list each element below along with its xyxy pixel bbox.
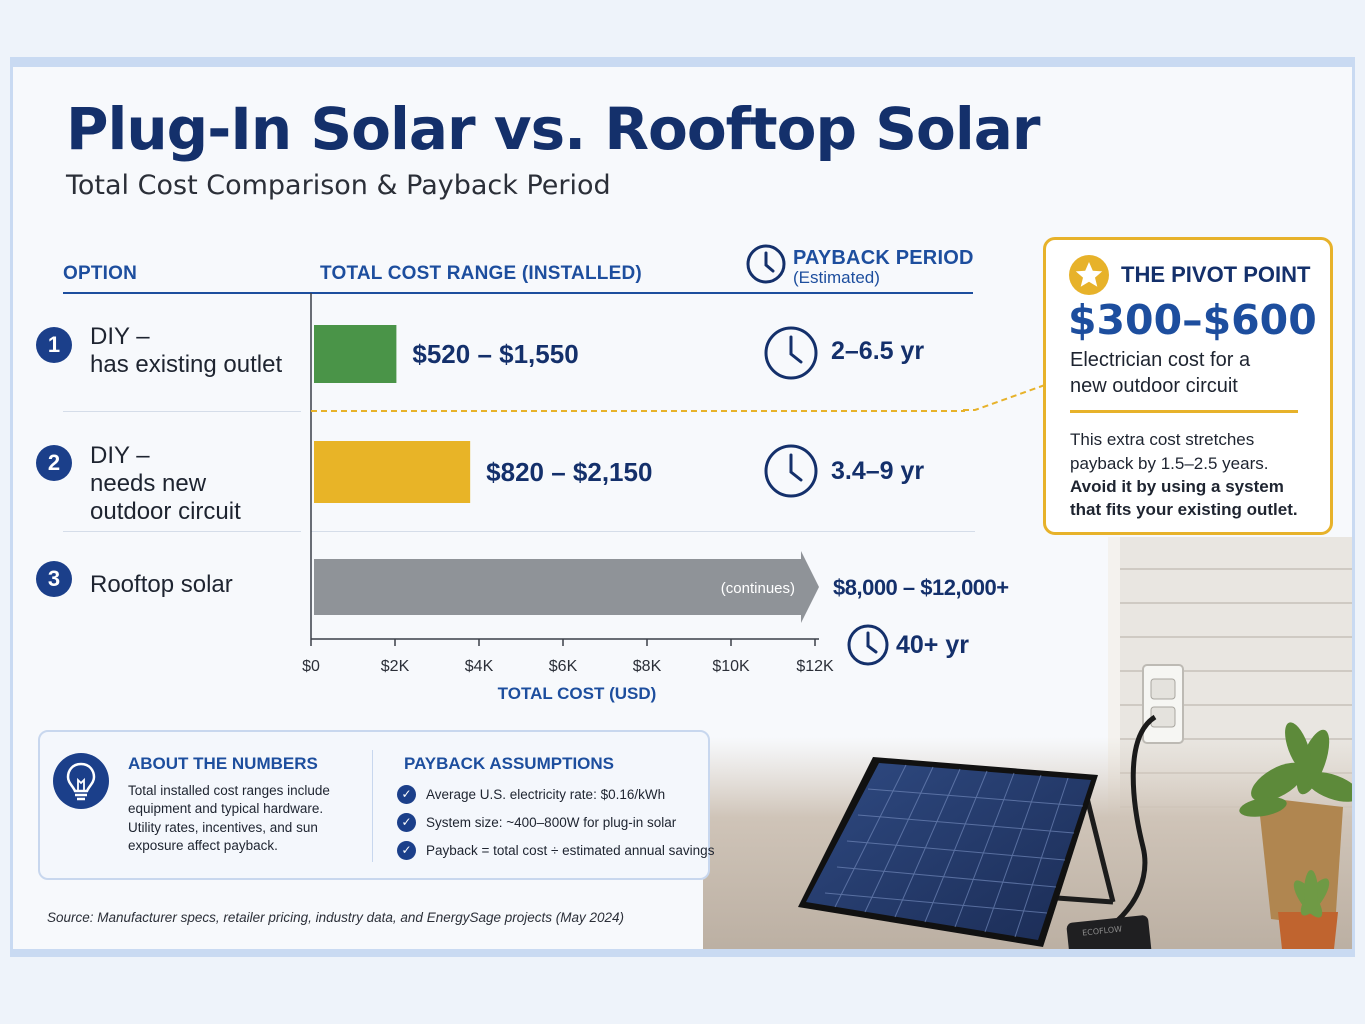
clock-icon xyxy=(746,244,786,284)
payback-value-2: 3.4–9 yr xyxy=(831,457,925,485)
pivot-sub-line2: new outdoor circuit xyxy=(1070,375,1238,397)
column-header-payback-note: (Estimated) xyxy=(793,268,880,287)
pivot-sub-line1: Electrician cost for a xyxy=(1070,349,1251,371)
cost-bar-chart: $0 $2K $4K $6K $8K $10K $12K $520 – $1,550 $820 … xyxy=(302,293,1009,675)
clock-icon xyxy=(847,624,889,666)
row-separator xyxy=(63,411,301,412)
x-tick-label: $4K xyxy=(465,658,494,675)
cost-bar-3 xyxy=(314,551,819,623)
clock-icon xyxy=(764,326,818,380)
payback-value-1: 2–6.5 yr xyxy=(831,337,925,365)
option-label-1-line2: has existing outlet xyxy=(90,351,283,378)
pivot-note-line1: This extra cost stretches xyxy=(1070,430,1255,449)
clock-icon xyxy=(764,444,818,498)
continues-label: (continues) xyxy=(721,580,795,597)
infographic-frame: Plug-In Solar vs. Rooftop Solar Total Co… xyxy=(10,57,1355,957)
option-label-2-line3: outdoor circuit xyxy=(90,498,241,525)
lightbulb-icon xyxy=(53,753,109,809)
checkmark-icon: ✓ xyxy=(397,812,416,832)
x-tick-label: $8K xyxy=(633,658,662,675)
page-title: Plug-In Solar vs. Rooftop Solar xyxy=(66,95,1040,163)
callout-connector xyxy=(963,384,1046,411)
x-tick-label: $0 xyxy=(302,658,320,675)
option-label-2-line1: DIY – xyxy=(90,442,150,469)
option-number-2: 2 xyxy=(36,445,72,481)
pivot-divider xyxy=(1070,410,1298,413)
checkmark-icon: ✓ xyxy=(397,840,416,860)
cost-bar-1 xyxy=(314,325,397,383)
about-line1: Total installed cost ranges include xyxy=(128,783,330,798)
x-tick-label: $6K xyxy=(549,658,578,675)
column-header-cost: TOTAL COST RANGE (INSTALLED) xyxy=(320,263,642,284)
page-subtitle: Total Cost Comparison & Payback Period xyxy=(66,170,611,201)
cost-range-label-3: $8,000 – $12,000+ xyxy=(833,575,1009,600)
option-number-3: 3 xyxy=(36,561,72,597)
pivot-heading: THE PIVOT POINT xyxy=(1121,262,1311,287)
about-line2: equipment and typical hardware. xyxy=(128,801,324,816)
option-label-2-line2: needs new xyxy=(90,470,207,497)
pivot-amount: $300–$600 xyxy=(1068,296,1317,344)
payback-value-3: 40+ yr xyxy=(896,631,969,659)
about-line3: Utility rates, incentives, and sun xyxy=(128,820,318,835)
header-rule xyxy=(63,292,973,294)
info-divider xyxy=(372,750,373,862)
option-number-1: 1 xyxy=(36,327,72,363)
row-separator xyxy=(311,531,975,532)
star-icon xyxy=(1069,255,1109,295)
pivot-note-line3: Avoid it by using a system xyxy=(1070,477,1284,496)
row-separator xyxy=(63,531,301,532)
x-axis-title: TOTAL COST (USD) xyxy=(497,684,657,703)
cost-range-label-1: $520 – $1,550 xyxy=(412,339,578,369)
assumptions-list: ✓ Average U.S. electricity rate: $0.16/kW… xyxy=(397,780,714,864)
about-line4: exposure affect payback. xyxy=(128,838,278,853)
about-heading: ABOUT THE NUMBERS xyxy=(128,754,318,773)
pivot-note-line2: payback by 1.5–2.5 years. xyxy=(1070,454,1269,473)
checkmark-icon: ✓ xyxy=(397,784,416,804)
column-header-payback: PAYBACK PERIOD xyxy=(793,247,974,269)
x-tick-label: $12K xyxy=(796,658,834,675)
option-label-1-line1: DIY – xyxy=(90,323,150,350)
inverter-brand: ECOFLOW xyxy=(1082,925,1123,938)
source-note: Source: Manufacturer specs, retailer pri… xyxy=(47,910,625,925)
column-header-option: OPTION xyxy=(63,263,138,284)
option-label-3-line1: Rooftop solar xyxy=(90,571,233,598)
info-box: ABOUT THE NUMBERS Total installed cost r… xyxy=(38,730,714,880)
x-tick-label: $10K xyxy=(712,658,750,675)
pivot-note-line4: that fits your existing outlet. xyxy=(1070,500,1298,519)
x-tick-label: $2K xyxy=(381,658,410,675)
assumption-item: ✓ Average U.S. electricity rate: $0.16/kW… xyxy=(397,780,714,808)
cost-range-label-2: $820 – $2,150 xyxy=(486,457,652,487)
assumption-item: ✓ System size: ~400–800W for plug-in sola… xyxy=(397,808,714,836)
plug-in-solar-photo: ECOFLOW xyxy=(703,537,1352,949)
assumption-item: ✓ Payback = total cost ÷ estimated annual… xyxy=(397,836,714,864)
assumptions-heading: PAYBACK ASSUMPTIONS xyxy=(404,754,615,773)
cost-bar-2 xyxy=(314,441,471,503)
pivot-point-callout: THE PIVOT POINT $300–$600 Electrician co… xyxy=(1043,237,1333,535)
